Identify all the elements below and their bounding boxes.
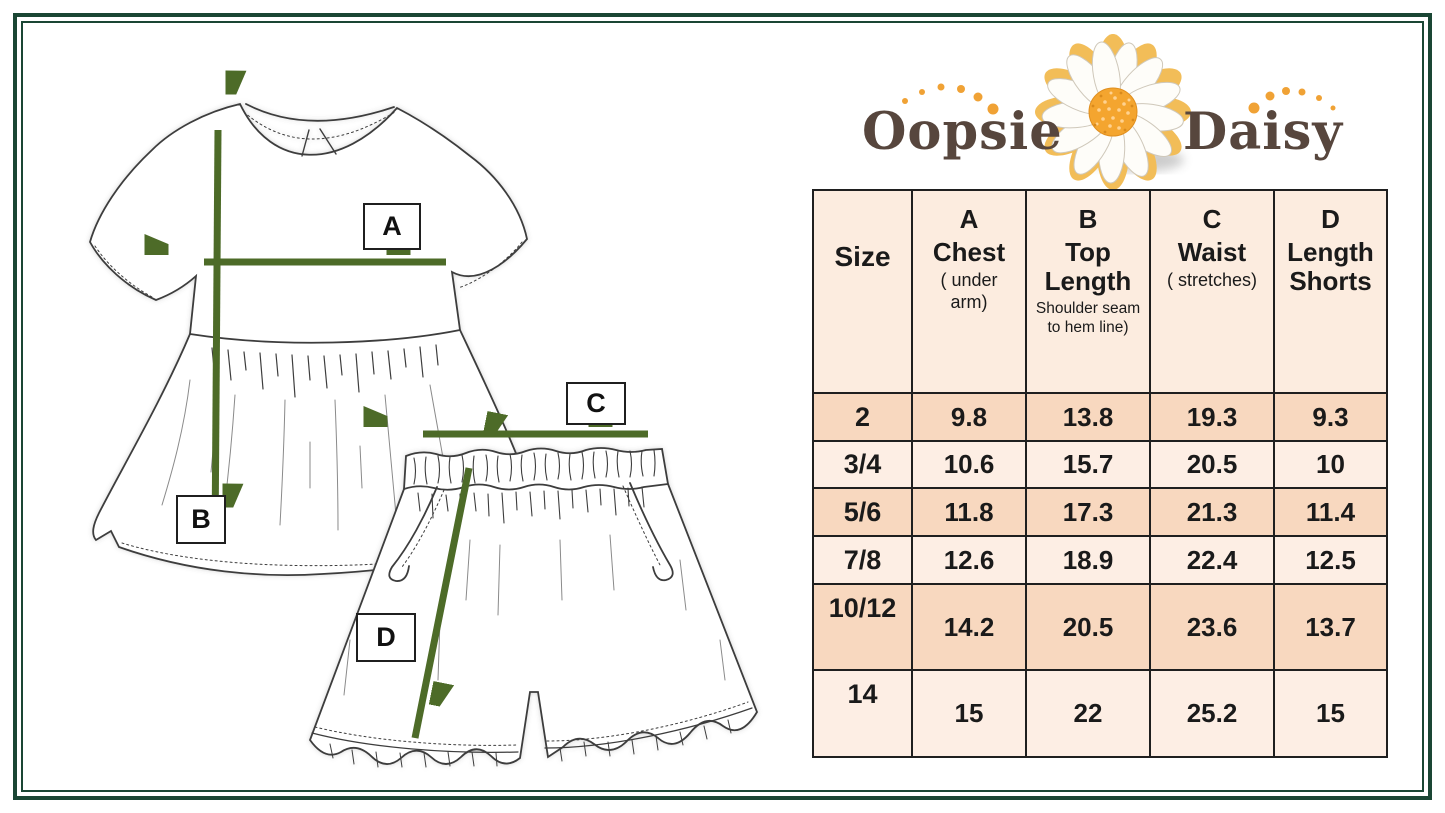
chest-cell: 9.8 <box>911 392 1027 442</box>
logo-text-daisy: Daisy <box>1183 102 1343 162</box>
measure-label-b: B <box>176 495 226 544</box>
size-cell: 2 <box>812 392 913 442</box>
header-top-length-name: Top Length <box>1044 236 1132 297</box>
table-row-size-10-12: 10/12 14.2 20.5 23.6 13.7 <box>812 583 1388 671</box>
shorts-length-cell: 11.4 <box>1273 487 1388 537</box>
shorts-length-cell: 12.5 <box>1273 535 1388 585</box>
header-chest-name: Chest <box>932 236 1006 267</box>
waist-cell: 25.2 <box>1149 669 1275 758</box>
measure-label-c: C <box>566 382 626 425</box>
table-row-size-3-4: 3/4 10.6 15.7 20.5 10 <box>812 440 1388 489</box>
header-length-shorts-letter: D <box>1321 204 1340 234</box>
top-length-cell: 13.8 <box>1025 392 1151 442</box>
waist-cell: 22.4 <box>1149 535 1275 585</box>
header-top-length-letter: B <box>1078 204 1098 234</box>
arrow-d-shorts-length <box>411 468 469 739</box>
measure-label-a: A <box>363 203 421 250</box>
header-chest-note: ( under arm) <box>940 270 998 312</box>
arrow-b-top-length <box>211 130 218 544</box>
header-chest: A Chest ( under arm) <box>911 189 1027 394</box>
top-length-cell: 17.3 <box>1025 487 1151 537</box>
measurement-arrows <box>204 130 648 739</box>
top-length-cell: 18.9 <box>1025 535 1151 585</box>
size-table-header-row: Size A Chest ( under arm) B Top Length S… <box>812 189 1388 394</box>
waist-cell: 19.3 <box>1149 392 1275 442</box>
waist-cell: 21.3 <box>1149 487 1275 537</box>
size-cell: 5/6 <box>812 487 913 537</box>
measure-label-d: D <box>356 613 416 662</box>
size-cell: 7/8 <box>812 535 913 585</box>
header-waist-name: Waist <box>1177 236 1247 267</box>
header-length-shorts-name: Length Shorts <box>1287 236 1374 297</box>
table-row-size-5-6: 5/6 11.8 17.3 21.3 11.4 <box>812 487 1388 537</box>
chest-cell: 10.6 <box>911 440 1027 489</box>
top-length-cell: 15.7 <box>1025 440 1151 489</box>
header-length-shorts: D Length Shorts <box>1273 189 1388 394</box>
top-length-cell: 20.5 <box>1025 583 1151 671</box>
daisy-logo-flower <box>1035 34 1191 190</box>
shorts-length-cell: 13.7 <box>1273 583 1388 671</box>
header-top-length-note: Shoulder seam to hem line) <box>1035 300 1141 336</box>
header-size: Size <box>812 189 913 394</box>
logo-dots <box>902 83 1336 115</box>
size-table: Size A Chest ( under arm) B Top Length S… <box>812 189 1388 758</box>
size-cell: 3/4 <box>812 440 913 489</box>
shorts-length-cell: 15 <box>1273 669 1388 758</box>
table-row-size-7-8: 7/8 12.6 18.9 22.4 12.5 <box>812 535 1388 585</box>
chest-cell: 11.8 <box>911 487 1027 537</box>
table-row-size-14: 14 15 22 25.2 15 <box>812 669 1388 758</box>
top-length-cell: 22 <box>1025 669 1151 758</box>
waist-cell: 23.6 <box>1149 583 1275 671</box>
waist-cell: 20.5 <box>1149 440 1275 489</box>
table-row-size-2: 2 9.8 13.8 19.3 9.3 <box>812 392 1388 442</box>
header-waist-note: ( stretches) <box>1166 270 1258 291</box>
chest-cell: 12.6 <box>911 535 1027 585</box>
shorts-length-cell: 9.3 <box>1273 392 1388 442</box>
chest-cell: 14.2 <box>911 583 1027 671</box>
size-cell: 14 <box>812 669 913 758</box>
shorts-length-cell: 10 <box>1273 440 1388 489</box>
size-cell: 10/12 <box>812 583 913 671</box>
header-waist-letter: C <box>1202 204 1222 234</box>
header-waist: C Waist ( stretches) <box>1149 189 1275 394</box>
chest-cell: 15 <box>911 669 1027 758</box>
header-chest-letter: A <box>959 204 979 234</box>
logo-text-oopsie: Oopsie <box>862 102 1063 162</box>
header-top-length: B Top Length Shoulder seam to hem line) <box>1025 189 1151 394</box>
